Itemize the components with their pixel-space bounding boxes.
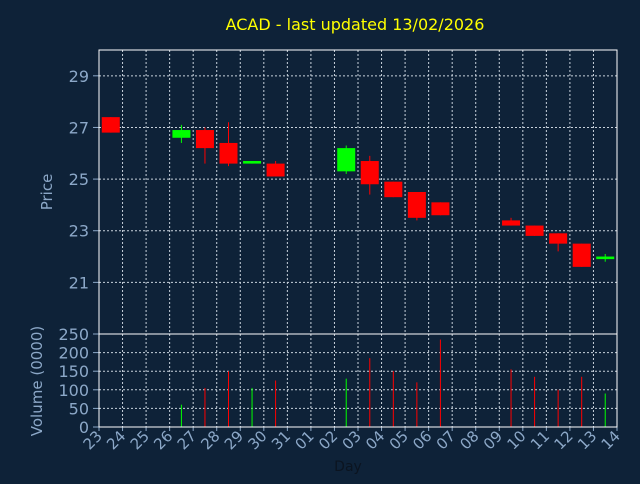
price-axis-label: Price: [38, 174, 56, 211]
x-axis-ticks: 2324252627282930310102030405060708091011…: [80, 427, 624, 453]
candle-body: [337, 148, 356, 172]
candles: [101, 117, 615, 267]
volume-bars: [180, 339, 606, 427]
volume-tick-label: 200: [58, 344, 89, 363]
price-grid: [98, 50, 618, 334]
candle-body: [596, 256, 615, 260]
candle-body: [502, 220, 521, 226]
volume-tick-label: 0: [79, 418, 89, 437]
volume-tick-label: 150: [58, 362, 89, 381]
volume-tick-label: 100: [58, 381, 89, 400]
candle-body: [407, 192, 426, 218]
candle-body: [266, 163, 285, 177]
candle-body: [431, 202, 450, 216]
price-tick-label: 23: [69, 222, 89, 241]
volume-tick-label: 50: [69, 399, 89, 418]
volume-tick-label: 250: [58, 325, 89, 344]
price-tick-label: 29: [69, 67, 89, 86]
candle-body: [195, 130, 214, 149]
candle-body: [525, 225, 544, 236]
chart-title: ACAD - last updated 13/02/2026: [226, 15, 485, 34]
candle-body: [101, 117, 120, 133]
candle-body: [243, 161, 262, 164]
volume-axis-label: Volume (0000): [28, 326, 46, 436]
candle-body: [172, 130, 191, 138]
volume-panel-frame: [98, 333, 618, 428]
candle-body: [360, 161, 379, 185]
candle-body: [572, 243, 591, 267]
price-tick-label: 21: [69, 273, 89, 292]
candle-body: [384, 181, 403, 198]
price-tick-label: 25: [69, 170, 89, 189]
price-tick-label: 27: [69, 118, 89, 137]
x-axis-label: Day: [334, 459, 362, 475]
candle-body: [219, 142, 238, 164]
volume-grid: [98, 333, 618, 428]
price-axis-ticks: 21 23 25 27 29: [69, 67, 99, 292]
candle-body: [549, 233, 568, 244]
